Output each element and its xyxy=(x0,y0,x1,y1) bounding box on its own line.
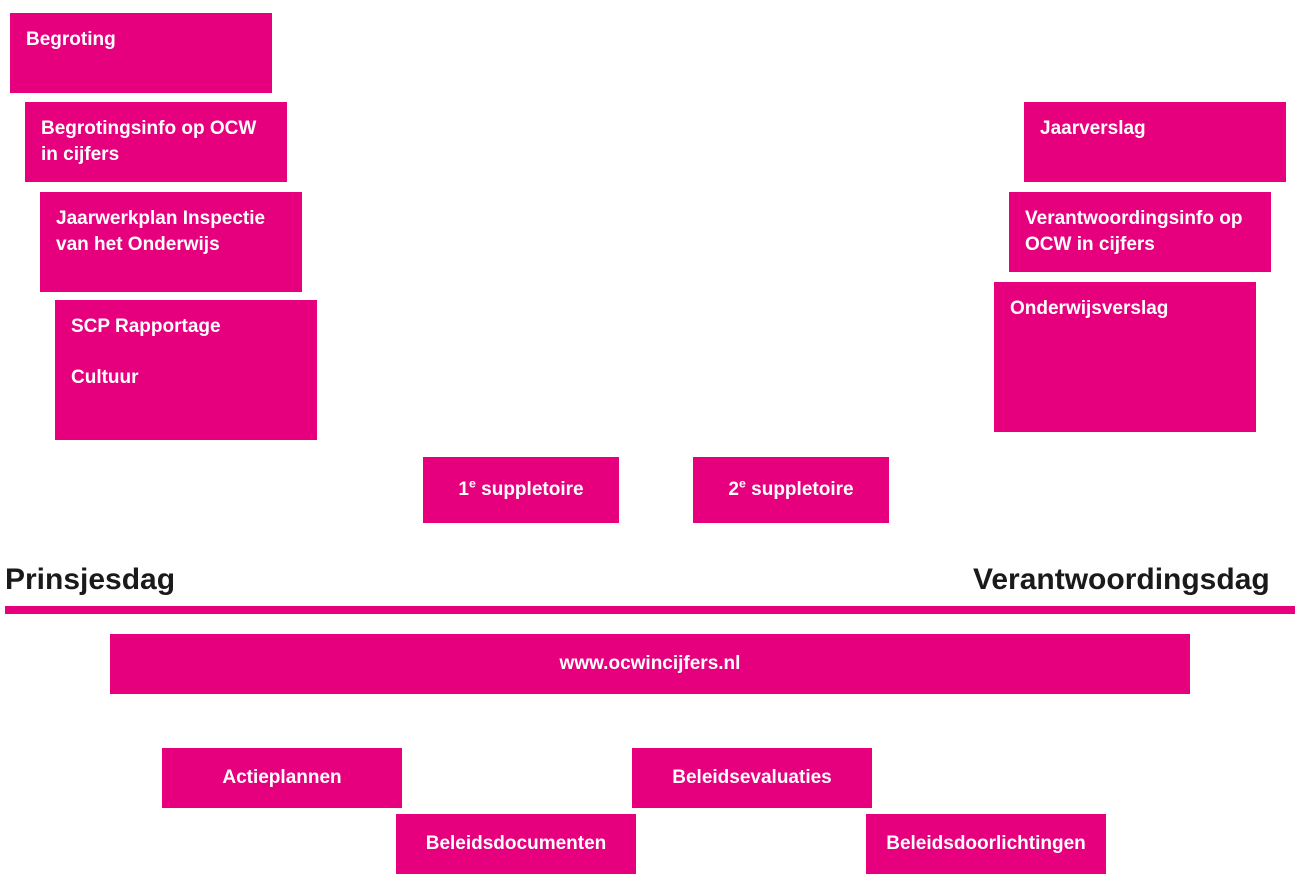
footer-wide: www.ocwincijfers.nl xyxy=(110,634,1190,694)
heading-prinsjesdag: Prinsjesdag xyxy=(5,563,175,597)
suppletoire-label: 2e suppletoire xyxy=(728,477,853,503)
right-stack-item: Onderwijsverslag xyxy=(994,282,1256,432)
left-stack-item: SCP Rapportage Cultuur xyxy=(55,300,317,440)
suppletoire-box: 1e suppletoire xyxy=(423,457,619,523)
suppletoire-box: 2e suppletoire xyxy=(693,457,889,523)
suppletoire-label: 1e suppletoire xyxy=(458,477,583,503)
right-stack-item: Jaarverslag xyxy=(1024,102,1286,182)
left-stack-item: Begrotingsinfo op OCW in cijfers xyxy=(25,102,287,182)
left-stack-item: Jaarwerkplan Inspectie van het Onderwijs xyxy=(40,192,302,292)
footer-item: Actieplannen xyxy=(162,748,402,808)
divider xyxy=(5,606,1295,614)
footer-item: Beleidsevaluaties xyxy=(632,748,872,808)
heading-verantwoordingsdag: Verantwoordingsdag xyxy=(973,563,1270,597)
right-stack-item: Verantwoordingsinfo op OCW in cijfers xyxy=(1009,192,1271,272)
footer-item: Beleidsdoorlichtingen xyxy=(866,814,1106,874)
footer-item: Beleidsdocumenten xyxy=(396,814,636,874)
left-stack-item: Begroting xyxy=(10,13,272,93)
